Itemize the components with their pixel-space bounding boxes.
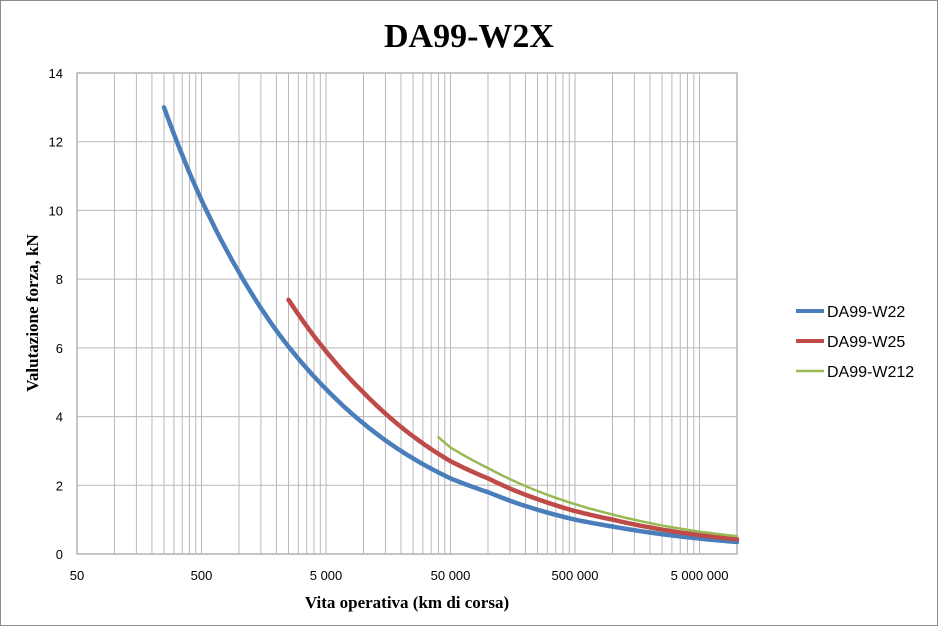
legend-item-1: DA99-W22 — [796, 304, 905, 321]
y-tick-label: 10 — [49, 203, 63, 218]
legend-item-2: DA99-W25 — [796, 334, 905, 351]
tick-layer: 0 2 4 6 8 10 12 14 50 500 5 000 50 000 500 000 5 000 … — [49, 66, 729, 583]
y-axis-title: Valutazione forza, kN — [23, 234, 42, 392]
legend-label-3: DA99-W212 — [827, 364, 914, 381]
legend: DA99-W22 DA99-W25 DA99-W212 — [796, 304, 914, 381]
x-tick-label: 500 000 — [552, 568, 599, 583]
y-tick-label: 6 — [56, 341, 63, 356]
x-tick-label: 5 000 000 — [671, 568, 729, 583]
x-tick-label: 5 000 — [310, 568, 343, 583]
x-tick-label: 500 — [191, 568, 213, 583]
legend-label-1: DA99-W22 — [827, 304, 905, 321]
grid-layer — [77, 73, 737, 554]
y-tick-label: 0 — [56, 547, 63, 562]
plot-area-border — [76, 72, 738, 555]
legend-item-3: DA99-W212 — [796, 364, 914, 381]
y-tick-label: 14 — [49, 66, 63, 81]
y-tick-label: 12 — [49, 135, 63, 150]
y-tick-label: 8 — [56, 272, 63, 287]
x-tick-label: 50 000 — [431, 568, 471, 583]
legend-label-2: DA99-W25 — [827, 334, 905, 351]
series-line-2 — [286, 297, 740, 542]
x-tick-label: 50 — [70, 568, 84, 583]
y-tick-label: 4 — [56, 410, 63, 425]
series-layer — [161, 105, 740, 545]
x-axis-title: Vita operativa (km di corsa) — [305, 593, 509, 612]
y-tick-label: 2 — [56, 478, 63, 493]
series-line-3 — [437, 435, 739, 538]
series-line-1 — [161, 105, 740, 545]
chart-title: DA99-W2X — [384, 18, 554, 55]
